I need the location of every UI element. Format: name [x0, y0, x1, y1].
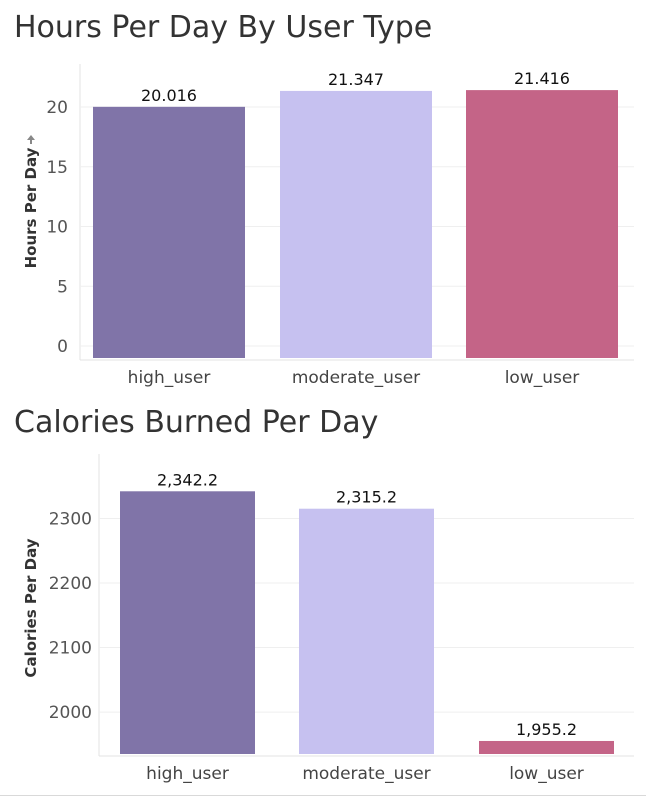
y-tick-label: 2300: [49, 510, 92, 530]
category-label-moderate_user: moderate_user: [292, 368, 420, 388]
y-tick-label: 15: [46, 158, 68, 178]
bar-moderate_user: [299, 508, 434, 754]
data-label-low_user: 1,955.2: [516, 720, 577, 739]
y-tick-label: 0: [57, 337, 68, 357]
y-tick-label: 10: [46, 218, 68, 238]
category-label-high_user: high_user: [128, 368, 211, 388]
hours-chart-title: Hours Per Day By User Type: [14, 10, 433, 45]
data-label-high_user: 20.016: [141, 86, 197, 105]
data-label-moderate_user: 21.347: [328, 70, 384, 89]
data-label-high_user: 2,342.2: [157, 470, 218, 489]
y-axis-title: Hours Per Day: [22, 147, 40, 268]
bar-high_user: [120, 491, 255, 754]
category-label-low_user: low_user: [505, 368, 580, 388]
bar-low_user: [479, 740, 614, 754]
bar-high_user: [93, 106, 245, 358]
bar-low_user: [466, 90, 618, 358]
category-label-moderate_user: moderate_user: [302, 764, 430, 784]
y-tick-label: 5: [57, 277, 68, 297]
y-tick-label: 2000: [49, 703, 92, 723]
y-tick-label: 2200: [49, 574, 92, 594]
calories-chart-title: Calories Burned Per Day: [14, 405, 379, 440]
bottom-divider: [0, 795, 646, 796]
data-label-low_user: 21.416: [514, 69, 570, 88]
hours-per-day-chart: 0 5 10 15 20 20.016 high_user 21.347 moderate_us…: [22, 64, 634, 388]
data-label-moderate_user: 2,315.2: [336, 488, 397, 507]
y-axis-title: Calories Per Day: [22, 538, 40, 677]
y-tick-label: 2100: [49, 639, 92, 659]
category-label-high_user: high_user: [146, 764, 229, 784]
y-tick-label: 20: [46, 98, 68, 118]
sort-icon: [27, 135, 35, 144]
bar-moderate_user: [280, 90, 432, 359]
category-label-low_user: low_user: [509, 764, 584, 784]
calories-per-day-chart: 2000 2100 2200 2300 2,342.2 high_user 2,315.2 m…: [22, 454, 634, 784]
